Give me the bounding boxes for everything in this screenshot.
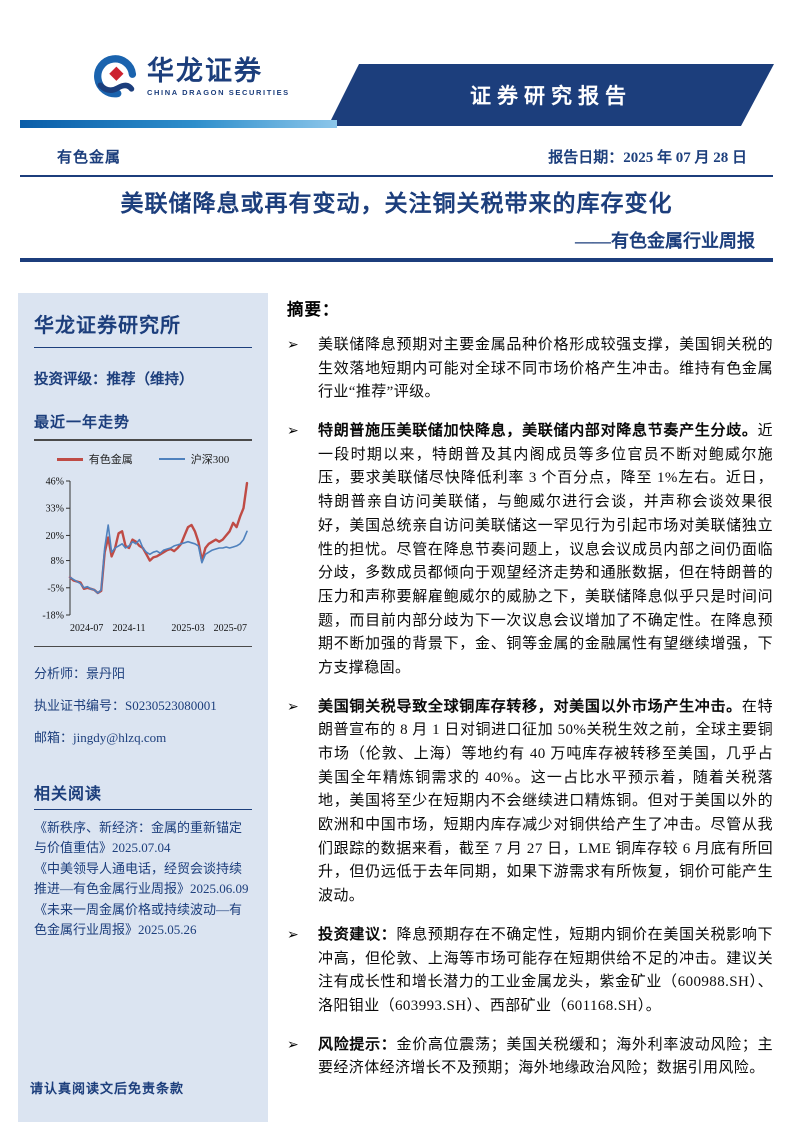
svg-text:-18%: -18% xyxy=(42,611,64,622)
banner-label: 证券研究报告 xyxy=(470,84,632,108)
report-title: 美联储降息或再有变动，关注铜关税带来的库存变化 xyxy=(120,191,673,216)
svg-text:46%: 46% xyxy=(46,477,64,488)
bullet-arrow-icon: ➢ xyxy=(287,1036,299,1053)
analyst-line: 执业证书编号：S0230523080001 xyxy=(34,698,217,713)
svg-text:2025-07: 2025-07 xyxy=(214,623,247,634)
company-logo: 华龙证券 CHINA DRAGON SECURITIES xyxy=(93,55,290,99)
divider-thin xyxy=(20,175,773,177)
bullet-arrow-icon: ➢ xyxy=(287,926,299,943)
related-reading-item: 《新秩序、新经济：金属的重新锚定与价值重估》2025.07.04 xyxy=(34,820,243,855)
legend-item: 有色金属 xyxy=(56,451,133,467)
bullet-text: 投资建议：降息预期存在不确定性，短期内铜价在美国关税影响下冲高，但伦敦、上海等市… xyxy=(318,926,773,1014)
report-type-banner: 证券研究报告 xyxy=(328,64,774,126)
bullet-list: ➢ 美联储降息预期对主要金属品种价格形成较强支撑，美国铜关税的生效落地短期内可能对… xyxy=(287,334,773,1081)
analyst-line: 分析师：景丹阳 xyxy=(34,666,126,681)
trend-chart: 有色金属 沪深300 46% 33% 20% 8% -5% -18% 2024-07 2024-… xyxy=(34,441,252,647)
related-reading-title: 相关阅读 xyxy=(34,780,252,810)
bullet-item: ➢ 投资建议：降息预期存在不确定性，短期内铜价在美国关税影响下冲高，但伦敦、上海等… xyxy=(287,924,773,1019)
logo-name-en: CHINA DRAGON SECURITIES xyxy=(147,87,290,97)
chart-legend: 有色金属 沪深300 xyxy=(34,451,252,467)
industry-label: 有色金属 xyxy=(57,150,122,166)
summary-section: 摘要： ➢ 美联储降息预期对主要金属品种价格形成较强支撑，美国铜关税的生效落地短期… xyxy=(287,296,773,1096)
bullet-text: 风险提示：金价高位震荡；美国关税缓和；海外利率波动风险；主要经济体经济增长不及预… xyxy=(318,1036,773,1077)
svg-text:33%: 33% xyxy=(46,504,64,515)
svg-text:8%: 8% xyxy=(51,556,64,567)
summary-heading: 摘要： xyxy=(287,300,340,319)
trend-chart-svg: 46% 33% 20% 8% -5% -18% 2024-07 2024-11 2025-03 2… xyxy=(42,477,249,634)
bullet-item: ➢ 美联储降息预期对主要金属品种价格形成较强支撑，美国铜关税的生效落地短期内可能对… xyxy=(287,334,773,405)
svg-text:2025-03: 2025-03 xyxy=(171,623,204,634)
legend-line-swatch xyxy=(158,458,185,460)
bullet-arrow-icon: ➢ xyxy=(287,698,299,715)
svg-text:-5%: -5% xyxy=(47,583,64,594)
legend-item: 沪深300 xyxy=(158,451,229,467)
legend-line-swatch xyxy=(56,457,83,461)
institute-title: 华龙证券研究所 xyxy=(34,309,252,348)
bullet-text: 特朗普施压美联储加快降息，美联储内部对降息节奏产生分歧。近一段时期以来，特朗普及… xyxy=(318,423,773,676)
logo-name-cn: 华龙证券 xyxy=(147,56,263,87)
bullet-arrow-icon: ➢ xyxy=(287,423,299,440)
svg-text:2024-11: 2024-11 xyxy=(113,623,146,634)
sidebar: 华龙证券研究所 投资评级：推荐（维持） 最近一年走势 有色金属 沪深300 46%… xyxy=(18,293,268,1122)
bullet-item: ➢ 特朗普施压美联储加快降息，美联储内部对降息节奏产生分歧。近一段时期以来，特朗普… xyxy=(287,420,773,681)
analyst-line: 邮箱：jingdy@hlzq.com xyxy=(34,730,167,745)
report-date: 报告日期：2025 年 07 月 28 日 xyxy=(548,150,747,166)
related-reading-item: 《未来一周金属价格或持续波动—有色金属行业周报》2025.05.26 xyxy=(34,902,243,937)
bullet-arrow-icon: ➢ xyxy=(287,337,299,353)
bullet-item: ➢ 风险提示：金价高位震荡；美国关税缓和；海外利率波动风险；主要经济体经济增长不及… xyxy=(287,1034,773,1081)
svg-text:2024-07: 2024-07 xyxy=(70,623,103,634)
rating-line: 投资评级：推荐（维持） xyxy=(34,372,194,388)
report-subtitle: ——有色金属行业周报 xyxy=(575,231,755,251)
svg-text:20%: 20% xyxy=(46,531,64,542)
meta-row: 有色金属 报告日期：2025 年 07 月 28 日 xyxy=(57,146,747,167)
banner-ribbon xyxy=(20,120,337,128)
analyst-block: 分析师：景丹阳执业证书编号：S0230523080001 邮箱：jingdy@hl… xyxy=(34,663,252,746)
chart-section-title: 最近一年走势 xyxy=(34,411,252,441)
related-reading-list: 《新秩序、新经济：金属的重新锚定与价值重估》2025.07.04 《中美领导人通电… xyxy=(34,818,252,939)
related-reading-item: 《中美领导人通电话，经贸会谈持续推进—有色金属行业周报》2025.06.09 xyxy=(34,861,249,896)
bullet-item: ➢ 美国铜关税导致全球铜库存转移，对美国以外市场产生冲击。在特朗普宣布的 8 月 … xyxy=(287,696,773,909)
divider-thick xyxy=(20,258,773,262)
bullet-text: 美国铜关税导致全球铜库存转移，对美国以外市场产生冲击。在特朗普宣布的 8 月 1… xyxy=(318,698,773,905)
disclaimer-note: 请认真阅读文后免责条款 xyxy=(30,1081,185,1096)
dragon-logo-icon xyxy=(94,55,137,98)
bullet-text: 美联储降息预期对主要金属品种价格形成较强支撑，美国铜关税的生效落地短期内可能对全… xyxy=(318,337,773,401)
